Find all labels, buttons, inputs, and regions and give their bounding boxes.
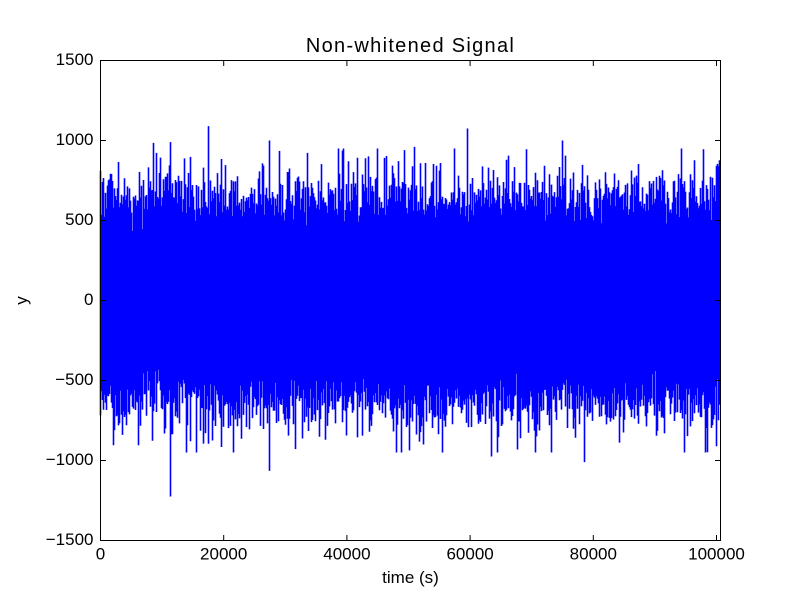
svg-text:0: 0: [96, 545, 105, 564]
svg-text:−1000: −1000: [46, 450, 94, 469]
svg-text:1000: 1000: [56, 130, 94, 149]
svg-text:1500: 1500: [56, 50, 94, 69]
svg-text:20000: 20000: [200, 545, 247, 564]
svg-text:80000: 80000: [570, 545, 617, 564]
svg-text:60000: 60000: [446, 545, 493, 564]
svg-text:40000: 40000: [323, 545, 370, 564]
svg-text:Non-whitened Signal: Non-whitened Signal: [306, 35, 515, 57]
svg-text:0: 0: [84, 290, 93, 309]
svg-text:time (s): time (s): [382, 568, 439, 587]
svg-text:−1500: −1500: [46, 530, 94, 549]
svg-text:y: y: [12, 296, 31, 305]
svg-text:500: 500: [65, 210, 93, 229]
svg-text:100000: 100000: [688, 545, 745, 564]
svg-text:−500: −500: [55, 370, 93, 389]
